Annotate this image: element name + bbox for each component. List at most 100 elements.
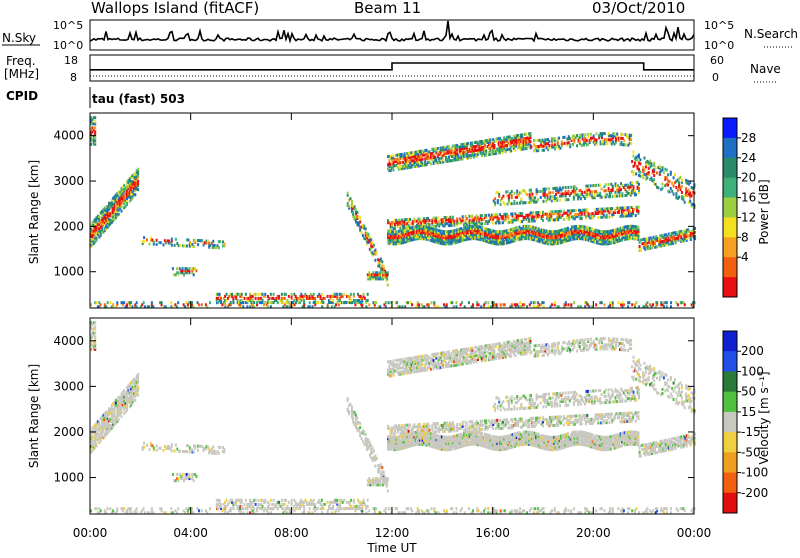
velocity-echo-cell [362,440,364,443]
power-echo-cell [481,222,483,225]
power-echo-cell [689,181,691,184]
velocity-echo-cell [197,449,199,452]
velocity-echo-cell [347,407,349,410]
power-echo-cell [171,244,173,247]
power-echo-cell [644,157,646,160]
power-echo-cell [667,184,669,187]
power-echo-cell [96,237,98,240]
power-echo-cell [666,301,668,304]
power-echo-cell [646,301,648,304]
power-echo-cell [375,301,377,304]
colorbar-tick-label: 24 [741,151,756,165]
power-echo-cell [663,171,665,174]
power-echo-cell [567,186,569,189]
power-echo-cell [639,162,641,165]
power-echo-cell [413,226,415,229]
power-echo-cell [137,188,139,191]
power-echo-cell [407,301,409,304]
power-echo-cell [540,196,542,199]
velocity-echo-cell [143,446,145,449]
power-echo-cell [153,241,155,244]
power-echo-cell [442,158,444,161]
power-echo-cell [666,169,668,172]
velocity-echo-cell [383,471,385,474]
velocity-echo-cell [354,411,356,414]
power-echo-cell [388,301,390,304]
power-echo-cell [656,301,658,304]
power-echo-cell [123,301,125,304]
power-echo-cell [511,202,513,205]
power-echo-cell [380,258,382,261]
power-echo-cell [134,193,136,196]
velocity-echo-cell [143,442,145,445]
power-echo-cell [485,149,487,152]
power-echo-cell [376,251,378,254]
power-echo-cell [189,267,191,270]
y-tick-label: 3000 [53,174,84,188]
power-echo-cell [639,175,641,178]
power-echo-cell [361,231,363,234]
power-echo-cell [273,293,275,296]
power-echo-cell [513,192,515,195]
power-echo-cell [209,301,211,304]
power-echo-cell [314,297,316,300]
power-echo-cell [418,303,420,306]
power-echo-cell [599,192,601,195]
power-echo-cell [507,190,509,193]
power-echo-cell [590,133,592,136]
power-echo-cell [612,185,614,188]
power-echo-cell [576,144,578,147]
power-echo-cell [212,240,214,243]
power-echo-cell [605,189,607,192]
power-data [90,116,696,308]
power-echo-cell [564,136,566,139]
power-echo-cell [369,236,371,239]
power-echo-cell [387,284,389,287]
power-echo-cell [667,173,669,176]
power-echo-cell [291,293,293,296]
colorbar-swatch [723,237,737,257]
velocity-echo-cell [219,446,221,449]
power-echo-cell [567,198,569,201]
power-echo-cell [685,187,687,190]
power-echo-cell [498,217,500,220]
power-echo-cell [350,293,352,296]
power-y-label: Slant Range [km] [27,160,41,264]
colorbar-swatch [723,217,737,237]
power-echo-cell [655,183,657,186]
power-echo-cell [143,240,145,243]
power-echo-cell [530,140,532,143]
frequency-label-1: Freq. [6,54,36,68]
power-echo-cell [374,259,376,262]
power-echo-cell [288,295,290,298]
power-echo-cell [94,126,96,129]
velocity-echo-cell [153,446,155,449]
power-echo-cell [570,186,572,189]
power-echo-cell [565,301,567,304]
velocity-echo-cell [156,449,158,452]
power-echo-cell [143,236,145,239]
power-echo-cell [637,165,639,168]
power-echo-cell [612,301,614,304]
velocity-echo-cell [156,445,158,448]
power-echo-cell [327,295,329,298]
power-echo-cell [669,190,671,193]
power-echo-cell [494,197,496,200]
velocity-echo-cell [356,416,358,419]
power-echo-cell [606,214,608,217]
power-echo-cell [417,226,419,229]
power-echo-cell [639,158,641,161]
power-echo-cell [545,188,547,191]
velocity-echo-cell [174,450,176,453]
power-echo-cell [198,303,200,306]
power-echo-cell [143,301,145,304]
power-echo-cell [393,154,395,157]
power-echo-cell [689,200,691,203]
power-echo-cell [160,241,162,244]
power-echo-cell [587,185,589,188]
power-echo-cell [590,184,592,187]
frequency-label-2: [MHz] [4,67,39,81]
power-echo-cell [644,169,646,172]
